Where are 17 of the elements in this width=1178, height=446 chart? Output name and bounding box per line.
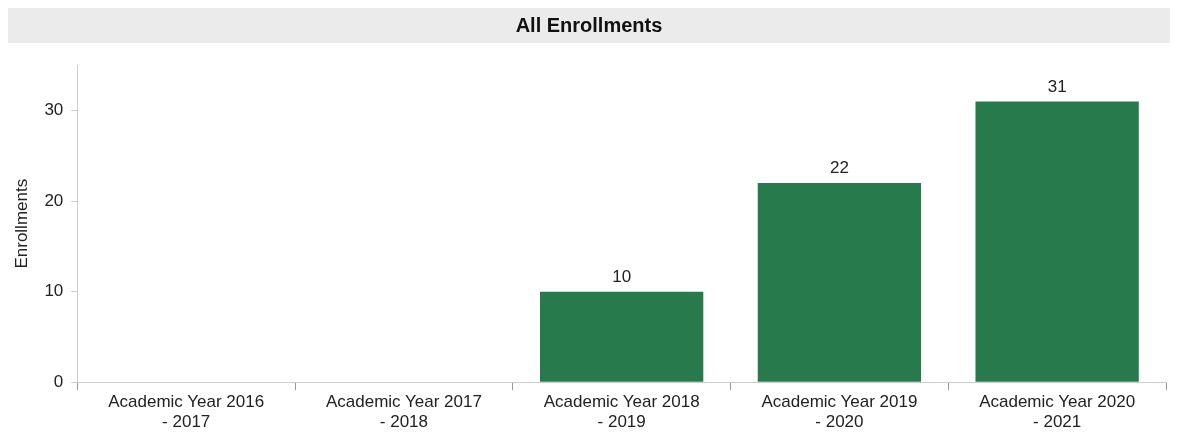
- y-tick-label: 10: [44, 281, 64, 301]
- data-label: 22: [829, 158, 849, 178]
- chart-title: All Enrollments: [8, 8, 1170, 43]
- x-tick-label: Academic Year 2019 - 2020: [761, 392, 918, 432]
- bar: [975, 101, 1139, 382]
- data-label: 31: [1047, 76, 1067, 96]
- bar: [757, 182, 922, 382]
- y-tick-label: 30: [44, 100, 64, 120]
- x-tick-label: Academic Year 2020 - 2021: [979, 392, 1136, 432]
- y-axis-title: Enrollments: [11, 178, 31, 269]
- x-tick-label: Academic Year 2018 - 2019: [543, 392, 700, 432]
- y-tick-label: 20: [44, 190, 64, 210]
- bar: [540, 291, 704, 382]
- x-tick-label: Academic Year 2017 - 2018: [325, 392, 482, 432]
- data-label: 10: [612, 266, 632, 286]
- y-tick-label: 0: [53, 371, 64, 391]
- x-tick-label: Academic Year 2016 - 2017: [108, 392, 265, 432]
